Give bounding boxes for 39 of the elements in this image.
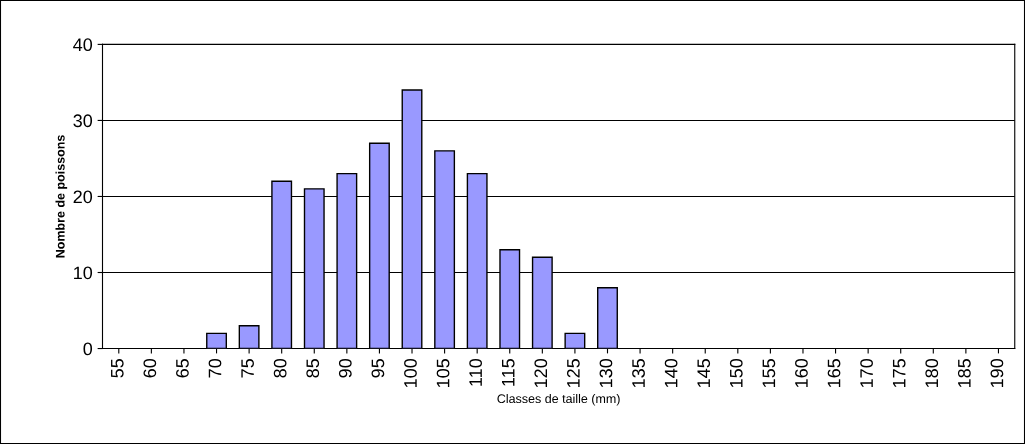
x-tick-label: 155 (762, 359, 776, 388)
x-tick-label: 60 (143, 358, 157, 378)
x-tick-label: 55 (111, 359, 124, 378)
x-tick-label: 75 (241, 359, 254, 378)
x-tick-label: 190 (990, 358, 1004, 388)
x-tick-label: 90 (338, 358, 352, 378)
x-tick-label: 145 (697, 359, 711, 388)
x-tick-label: 135 (632, 359, 645, 388)
x-tick-label: 140 (664, 358, 678, 388)
x-tick-label: 100 (404, 358, 417, 388)
y-tick-label: 20 (73, 190, 93, 204)
y-axis-title: Nombre de poissons (55, 135, 68, 258)
x-tick-label: 150 (729, 358, 743, 388)
bar (238, 325, 260, 349)
x-tick-label: 130 (599, 358, 613, 388)
x-tick-label: 165 (827, 359, 841, 388)
y-tick-label: 30 (73, 114, 93, 128)
x-tick-label: 65 (176, 359, 189, 378)
x-tick-label: 115 (502, 359, 515, 386)
x-tick-label: 70 (208, 358, 222, 378)
x-tick-label: 80 (273, 358, 287, 378)
x-tick-label: 180 (925, 358, 939, 388)
y-tick-label: 10 (74, 266, 93, 280)
x-tick-label: 120 (534, 358, 548, 388)
x-tick-label: 125 (566, 359, 580, 388)
y-tick-label: 0 (83, 342, 93, 356)
x-axis-title: Classes de taille (mm) (497, 393, 620, 406)
bar (564, 332, 586, 349)
x-tick-label: 95 (371, 359, 385, 378)
x-tick-label: 185 (957, 359, 971, 388)
x-tick-label: 110 (469, 358, 483, 386)
x-tick-label: 85 (306, 359, 320, 378)
x-tick-label: 105 (436, 359, 450, 388)
x-tick-label: 160 (795, 358, 808, 388)
x-tick-label: 175 (892, 359, 906, 388)
y-tick-label: 40 (73, 38, 93, 52)
bar (597, 287, 618, 349)
bar (206, 332, 228, 349)
x-tick-label: 170 (860, 358, 873, 388)
